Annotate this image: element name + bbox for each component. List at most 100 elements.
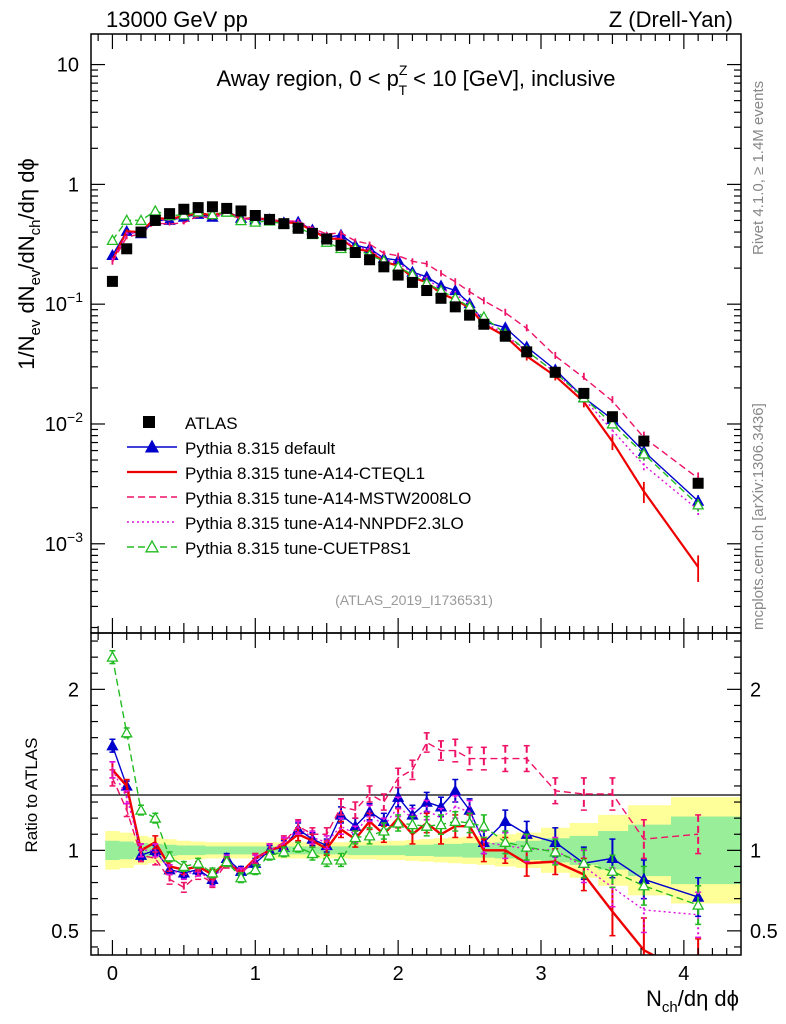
y-tick-label-ratio: 0.5 xyxy=(51,921,79,943)
cuetp8s1-marker xyxy=(334,853,348,865)
atlas-point xyxy=(406,276,418,288)
cuetp8s1-marker xyxy=(292,840,305,852)
cuetp8s1-marker xyxy=(234,214,248,226)
y-tick-label-ratio-right: 1 xyxy=(750,840,761,862)
main-panel: 10 1 10−1 10−2 10−3 Away region, 0 < pZ T < 1… xyxy=(14,33,742,634)
atlas-point xyxy=(121,243,133,255)
default-marker xyxy=(144,439,160,453)
legend-cuetp8s1-label: Pythia 8.315 tune-CUETP8S1 xyxy=(185,539,411,558)
atlas-point xyxy=(549,366,561,378)
y-tick-label-ratio: 2 xyxy=(68,679,79,701)
default-line-ratio xyxy=(111,745,699,898)
cuetp8s1-marker xyxy=(692,498,705,510)
x-tick-label: 1 xyxy=(250,963,261,985)
cuetp8s1-marker xyxy=(434,818,448,830)
x-tick-label: 0 xyxy=(107,963,118,985)
cuetp8s1-marker xyxy=(134,803,148,815)
legend: ATLAS Pythia 8.315 default Pythia 8.315 tu… xyxy=(127,414,471,558)
legend-cteql1-label: Pythia 8.315 tune-A14-CTEQL1 xyxy=(185,464,425,483)
cteql1-line-ratio xyxy=(111,769,656,955)
atlas-point xyxy=(349,247,361,259)
cuetp8s1-marker xyxy=(499,835,512,847)
atlas-point xyxy=(178,203,190,215)
cuetp8s1-marker xyxy=(149,204,162,216)
rivet-label: Rivet 4.1.0, ≥ 1.4M events xyxy=(750,81,767,255)
ratio-panel: 0.5 0.5 1 1 2 2 0 1 2 3 4 Ratio to ATLAS Nch/dη dϕ xyxy=(22,632,778,1016)
cuetp8s1-marker xyxy=(420,819,433,831)
cuetp8s1-marker xyxy=(577,856,590,868)
mstw-line-ratio xyxy=(111,741,699,889)
atlas-point xyxy=(249,209,261,221)
atlas-point xyxy=(578,387,590,399)
cuetp8s1-marker xyxy=(549,845,562,857)
cuetp8s1-marker xyxy=(106,234,119,246)
legend-mstw-label: Pythia 8.315 tune-A14-MSTW2008LO xyxy=(185,489,471,508)
atlas-point xyxy=(606,411,618,423)
default-marker xyxy=(449,784,462,796)
cuetp8s1-marker xyxy=(377,824,390,836)
cuetp8s1-marker xyxy=(692,898,705,910)
x-axis-label: Nch/dη dϕ xyxy=(646,986,739,1016)
cuetp8s1-marker xyxy=(120,213,133,225)
atlas-data-top xyxy=(106,201,704,489)
legend-atlas-label: ATLAS xyxy=(185,414,238,433)
atlas-point xyxy=(306,227,318,239)
cuetp8s1-marker xyxy=(277,845,290,857)
cuetp8s1-marker xyxy=(144,539,160,553)
ratio-panel-frame xyxy=(90,632,742,956)
default-line-top xyxy=(111,210,699,502)
legend-default-label: Pythia 8.315 default xyxy=(185,439,336,458)
cuetp8s1-series-ratio xyxy=(106,649,705,926)
cuetp8s1-marker xyxy=(406,818,419,830)
atlas-point xyxy=(449,301,461,313)
y-axis-label-top: 1/Nev dNev/dNch/dη dϕ xyxy=(14,158,44,370)
atlas-point xyxy=(364,254,376,266)
beam-label: 13000 GeV pp xyxy=(106,7,248,32)
atlas-point xyxy=(378,261,390,273)
cuetp8s1-marker xyxy=(349,831,362,843)
y-tick-label-top: 10−1 xyxy=(45,289,83,316)
atlas-point xyxy=(149,214,161,226)
cuetp8s1-marker xyxy=(306,847,319,859)
cuetp8s1-marker xyxy=(134,214,148,226)
cteql1-line-top xyxy=(111,211,700,568)
cuetp8s1-marker xyxy=(149,811,162,823)
cuetp8s1-marker xyxy=(637,879,650,891)
mstw-series-ratio xyxy=(109,732,702,893)
mstw-line-top xyxy=(111,211,699,479)
cuetp8s1-marker xyxy=(449,815,462,827)
default-series-top xyxy=(106,204,705,508)
analysis-label: (ATLAS_2019_I1736531) xyxy=(335,592,493,608)
y-tick-label-top: 1 xyxy=(68,174,79,196)
cuetp8s1-marker xyxy=(192,856,205,868)
cuetp8s1-marker xyxy=(477,819,490,831)
atlas-point xyxy=(335,239,347,251)
atlas-point xyxy=(464,309,476,321)
x-tick-label: 2 xyxy=(393,963,404,985)
cuetp8s1-marker xyxy=(177,860,190,872)
atlas-point xyxy=(192,202,204,214)
atlas-point xyxy=(435,292,447,304)
default-marker xyxy=(499,815,512,827)
atlas-point xyxy=(164,208,176,220)
cuetp8s1-line-top xyxy=(111,210,699,506)
atlas-uncertainty-band-inner xyxy=(105,816,741,885)
cuetp8s1-marker xyxy=(206,208,219,220)
atlas-point xyxy=(106,275,118,287)
legend-atlas-marker xyxy=(143,416,155,428)
process-label: Z (Drell-Yan) xyxy=(609,7,733,32)
cuetp8s1-marker xyxy=(249,863,262,875)
atlas-point xyxy=(478,318,490,330)
atlas-point xyxy=(499,330,511,342)
cuetp8s1-marker xyxy=(263,848,276,860)
cuetp8s1-line-ratio xyxy=(111,657,699,906)
atlas-point xyxy=(135,226,147,238)
cuetp8s1-marker xyxy=(637,447,650,459)
y-tick-label-top: 10−3 xyxy=(45,529,83,556)
mcplots-label: mcplots.cern.ch [arXiv:1306.3436] xyxy=(750,403,767,630)
atlas-point xyxy=(206,201,218,213)
cuetp8s1-marker xyxy=(120,726,133,738)
atlas-point xyxy=(264,213,276,225)
default-marker xyxy=(106,739,119,751)
